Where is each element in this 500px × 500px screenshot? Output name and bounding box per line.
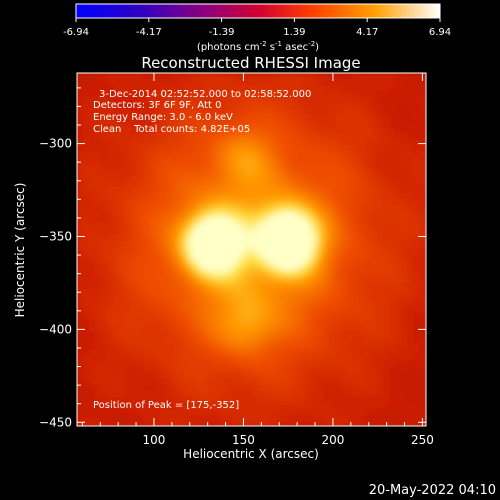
axis-ticks: 100 150 200 250 −300 −350 −400 −450: [39, 73, 434, 447]
colorbar-tick-label: 1.39: [283, 27, 305, 38]
colorbar-unit-label: (photons cm-2 s-1 asec-2): [197, 40, 319, 53]
chart-title: Reconstructed RHESSI Image: [141, 54, 360, 72]
annotation-time: 3-Dec-2014 02:52:52.000 to 02:58:52.000: [99, 89, 311, 100]
x-tick-label: 250: [411, 433, 434, 447]
colorbar-tick-label: -1.39: [209, 27, 235, 38]
annotation-peak-position: Position of Peak = [175,-352]: [93, 400, 239, 411]
colorbar-tick-label: 6.94: [429, 27, 451, 38]
y-tick-label: −450: [39, 415, 72, 429]
heatmap-image: [77, 73, 426, 426]
colorbar-tick-label: -4.17: [136, 27, 162, 38]
annotation-clean: Clean Total counts: 4.82E+05: [93, 124, 250, 135]
annotation-detectors: Detectors: 3F 6F 9F, Att 0: [93, 100, 221, 111]
footer-date: 20-May-2022 04:10: [369, 483, 496, 498]
y-axis-label: Heliocentric Y (arcsec): [13, 183, 27, 318]
x-tick-label: 100: [143, 433, 166, 447]
colorbar: [75, 3, 441, 19]
annotation-energy: Energy Range: 3.0 - 6.0 keV: [93, 112, 233, 123]
x-tick-label: 200: [321, 433, 344, 447]
plot-frame: [76, 72, 427, 427]
y-tick-label: −400: [39, 322, 72, 336]
colorbar-tick-label: 4.17: [356, 27, 378, 38]
colorbar-ticks: -6.94 -4.17 -1.39 1.39 4.17 6.94: [63, 18, 451, 38]
x-axis-label: Heliocentric X (arcsec): [183, 447, 319, 461]
x-tick-label: 150: [232, 433, 255, 447]
y-tick-label: −300: [39, 137, 72, 151]
y-tick-label: −350: [39, 229, 72, 243]
colorbar-tick-label: -6.94: [63, 27, 89, 38]
